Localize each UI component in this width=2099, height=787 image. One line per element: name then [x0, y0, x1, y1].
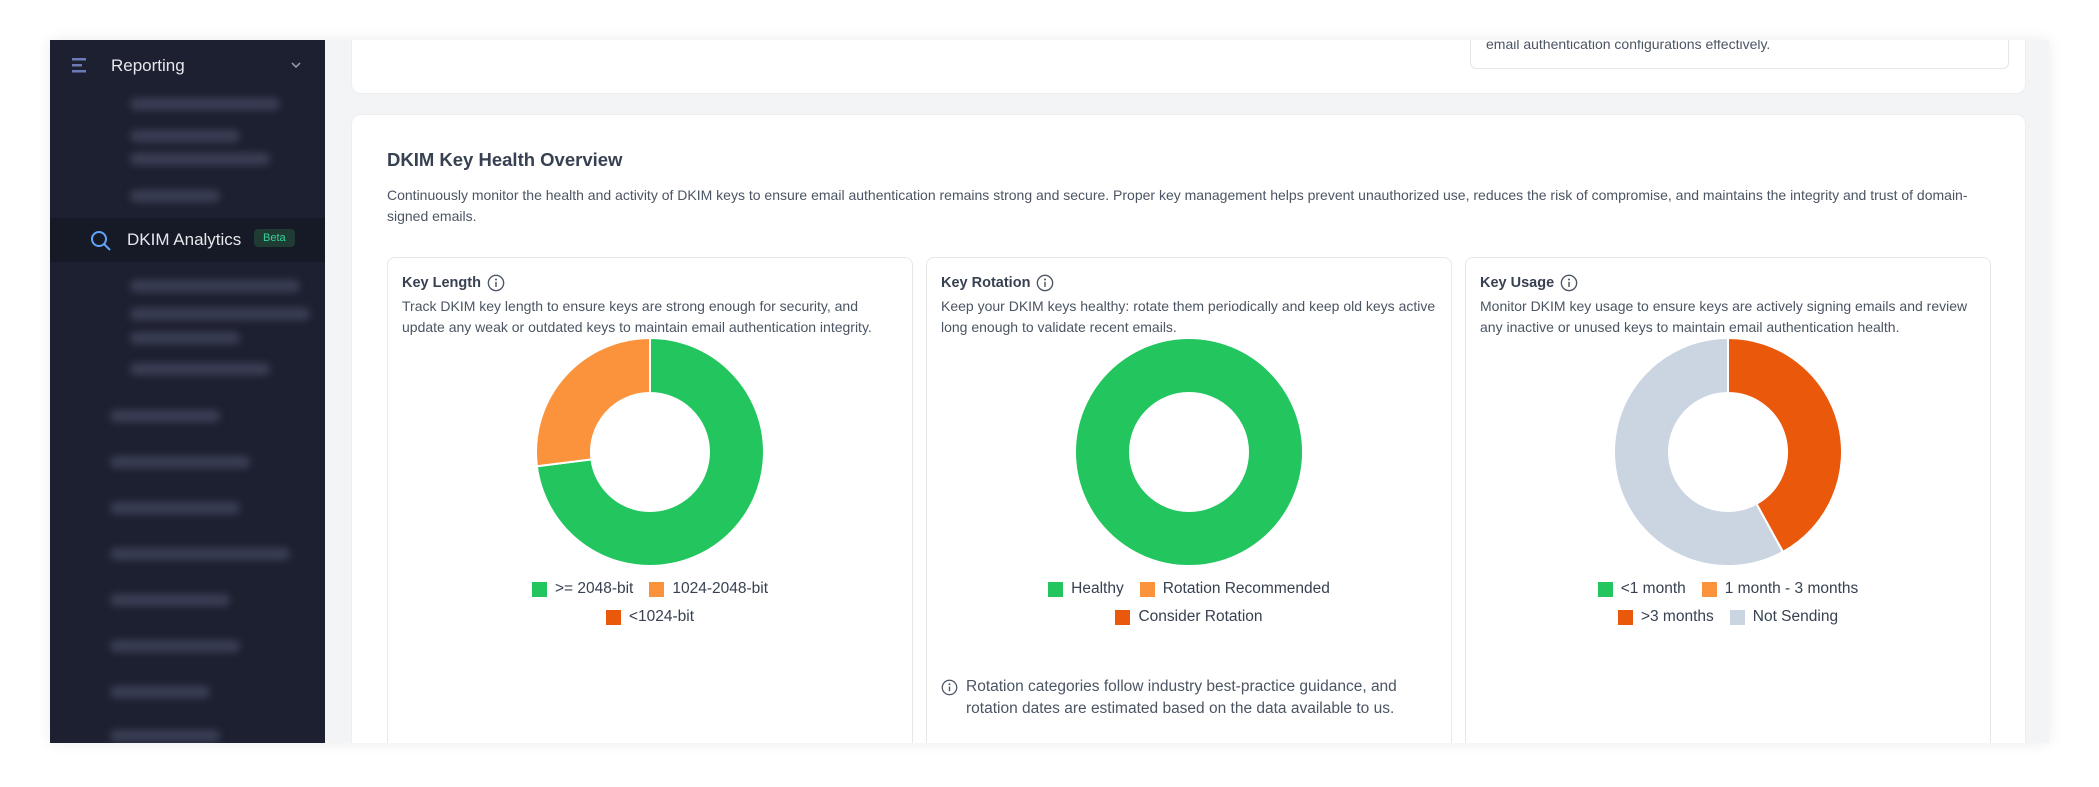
nav-reporting[interactable]: Reporting: [111, 56, 185, 75]
legend-swatch: [1597, 581, 1613, 597]
metric-card: Key Length Track DKIM key length to ensur…: [387, 257, 913, 743]
card-title: Key Rotation: [941, 274, 1054, 292]
metric-card: Key Usage Monitor DKIM key usage to ensur…: [1465, 257, 1991, 743]
legend-label: Rotation Recommended: [1162, 580, 1330, 597]
metric-card: Key Rotation Keep your DKIM keys healthy:…: [926, 257, 1452, 743]
legend-swatch: [1617, 609, 1633, 625]
footnote: Rotation categories follow industry best…: [941, 676, 1421, 720]
legend-item: Consider Rotation: [1115, 608, 1263, 626]
legend-swatch: [1139, 581, 1155, 597]
legend-label: 1 month - 3 months: [1724, 580, 1859, 597]
legend: <1 month 1 month - 3 months >3 months Not S…: [1568, 580, 1888, 626]
card-title-text: Key Usage: [1480, 275, 1555, 291]
legend-swatch: [649, 581, 665, 597]
card-description: Monitor DKIM key usage to ensure keys ar…: [1480, 298, 1968, 335]
donut-chart: [1613, 338, 1843, 567]
legend-item: <1 month: [1597, 580, 1686, 598]
section-description: Continuously monitor the health and acti…: [387, 187, 1968, 224]
legend-item: 1024-2048-bit: [649, 580, 768, 598]
icon-dot: [1568, 278, 1571, 281]
card-title: Key Usage: [1480, 274, 1578, 292]
search-icon: [91, 231, 111, 251]
info-text: email authentication configurations effe…: [1486, 40, 1771, 52]
donut-chart: [1074, 338, 1304, 568]
chevron[interactable]: [290, 61, 302, 71]
info-box: email authentication configurations effe…: [1470, 40, 2009, 69]
donut-slice: [535, 338, 765, 567]
info-icon: [941, 679, 958, 696]
donut-slice: [1727, 338, 1843, 554]
nav-active-row[interactable]: DKIM Analytics Beta: [50, 218, 325, 262]
legend: Healthy Rotation Recommended Consider Rota…: [1029, 580, 1349, 626]
legend-item: Not Sending: [1729, 608, 1839, 626]
icon-ring: [487, 274, 505, 292]
info-icon: [487, 274, 505, 292]
icon-dot: [494, 278, 497, 281]
nav-dkim-analytics[interactable]: DKIM Analytics: [127, 230, 242, 249]
donut-chart: [535, 338, 765, 567]
legend-label: <1 month: [1620, 580, 1686, 597]
icon-dot: [1044, 278, 1047, 281]
legend-label: >= 2048-bit: [554, 580, 634, 597]
legend: >= 2048-bit 1024-2048-bit <1024-bit: [490, 580, 810, 626]
card-title: Key Length: [402, 274, 505, 292]
legend-item: 1 month - 3 months: [1701, 580, 1859, 598]
legend-swatch: [1048, 581, 1064, 597]
card-title-text: Key Rotation: [941, 275, 1031, 291]
icon-ring: [1560, 274, 1578, 292]
legend-label: Consider Rotation: [1138, 608, 1263, 625]
donut-slice: [1074, 338, 1304, 568]
legend-label: Healthy: [1071, 580, 1124, 597]
section-title: DKIM Key Health Overview: [387, 149, 623, 170]
legend-label: 1024-2048-bit: [672, 580, 769, 597]
legend-item: >= 2048-bit: [531, 580, 634, 598]
top-card: email authentication configurations effe…: [351, 40, 2026, 94]
legend-label: Not Sending: [1752, 608, 1839, 625]
donut-slice: [535, 338, 651, 468]
legend-item: Rotation Recommended: [1139, 580, 1330, 598]
card-title-text: Key Length: [402, 275, 481, 291]
icon-ring: [1037, 274, 1054, 292]
legend-swatch: [531, 581, 547, 597]
legend-swatch: [605, 609, 621, 625]
legend-item: Healthy: [1048, 580, 1124, 598]
card-description: Keep your DKIM keys healthy: rotate them…: [941, 298, 1436, 335]
icon-dot: [948, 683, 951, 686]
donut-slice: [1613, 338, 1785, 567]
legend-label: >3 months: [1640, 608, 1714, 625]
menu-icon: [72, 58, 86, 73]
card-description: Track DKIM key length to ensure keys are…: [402, 298, 872, 335]
footnote-text: Rotation categories follow industry best…: [966, 678, 1397, 717]
beta-badge: Beta: [254, 229, 295, 247]
sidebar: Reporting DKIM Analytics Beta: [50, 40, 325, 743]
info-icon: [1037, 274, 1054, 292]
legend-swatch: [1701, 581, 1717, 597]
icon-ring: [941, 679, 958, 696]
legend-swatch: [1729, 609, 1745, 625]
info-icon: [1560, 274, 1578, 292]
legend-swatch: [1115, 609, 1131, 625]
legend-item: >3 months: [1617, 608, 1714, 626]
overview-card: DKIM Key Health Overview Continuously mo…: [351, 114, 2026, 743]
legend-label: <1024-bit: [628, 608, 695, 625]
legend-item: <1024-bit: [605, 608, 695, 626]
app-frame: Reporting DKIM Analytics Beta email auth…: [50, 40, 2049, 743]
